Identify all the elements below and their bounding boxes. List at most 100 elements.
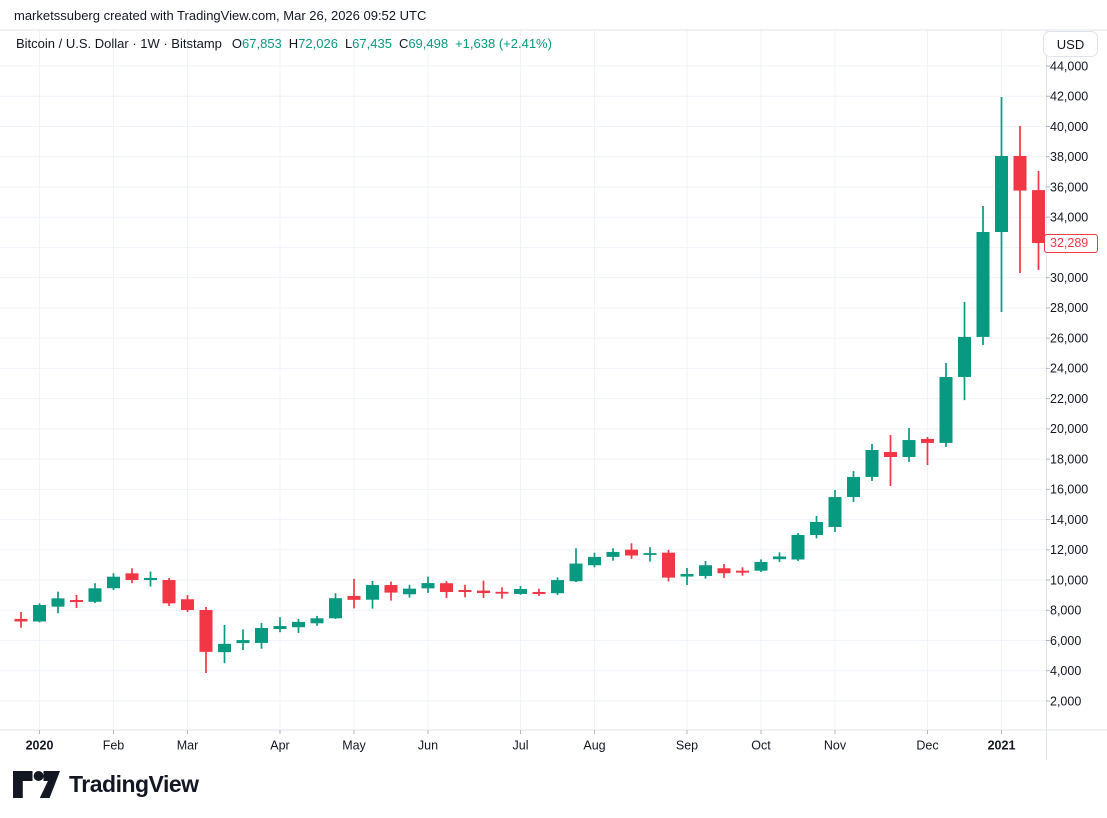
time-axis-label: Dec [916, 739, 938, 753]
brand-name: TradingView [69, 771, 199, 797]
candle-body-up [810, 521, 823, 535]
tradingview-logo-icon [13, 771, 60, 798]
candle-body-up [680, 574, 694, 577]
candle-body-up [773, 556, 786, 560]
price-tick-label: 36,000 [1050, 180, 1088, 194]
candle-body-down [199, 609, 213, 652]
candle-body-up [33, 604, 46, 622]
symbol-title[interactable]: Bitcoin / U.S. Dollar · 1W · Bitstamp [16, 36, 222, 51]
candle-body-up [551, 580, 564, 594]
change-value: +1,638 (+2.41%) [455, 36, 552, 51]
candle-body-up [791, 534, 805, 560]
candle-body-up [144, 577, 157, 581]
candle-body-down [125, 573, 139, 581]
price-tick-label: 40,000 [1050, 120, 1088, 134]
candle-body-down [162, 580, 176, 604]
currency-unit-button[interactable]: USD [1043, 31, 1098, 57]
chart-legend: Bitcoin / U.S. Dollar · 1W · Bitstamp O6… [16, 36, 552, 51]
price-tick-label: 34,000 [1050, 210, 1088, 224]
price-tick-label: 28,000 [1050, 301, 1088, 315]
candle-body-up [976, 232, 990, 337]
candle-body-up [939, 376, 953, 443]
price-tick-label: 42,000 [1050, 90, 1088, 104]
candle-body-up [699, 565, 712, 576]
price-tick-label: 8,000 [1050, 604, 1081, 618]
price-tick-label: 4,000 [1050, 664, 1081, 678]
price-tick-label: 18,000 [1050, 452, 1088, 466]
price-tick-label: 10,000 [1050, 573, 1088, 587]
candle-body-up [902, 440, 916, 457]
candle-body-up [865, 450, 879, 477]
candle-body-up [754, 561, 768, 571]
ohlc-values: O67,853 H72,026 L67,435 C69,498 +1,638 (… [232, 36, 552, 51]
price-tick-label: 38,000 [1050, 150, 1088, 164]
low-value: L67,435 [344, 36, 392, 51]
price-tick-label: 22,000 [1050, 392, 1088, 406]
time-axis-label: Oct [751, 739, 771, 753]
price-tick-label: 16,000 [1050, 483, 1088, 497]
candle-body-up [366, 585, 379, 600]
candle-body-down [532, 591, 546, 594]
time-axis-label: Apr [270, 739, 289, 753]
candle-body-up [847, 476, 860, 498]
price-tick-label: 24,000 [1050, 362, 1088, 376]
candle-body-down [440, 583, 453, 592]
candle-body-up [514, 588, 527, 594]
time-axis-label: 2020 [26, 739, 54, 753]
time-axis-label: Aug [583, 739, 605, 753]
time-axis-label: Sep [676, 739, 698, 753]
candle-body-down [347, 595, 361, 600]
time-axis-label: May [342, 739, 366, 753]
candle-body-down [70, 600, 83, 602]
candle-body-up [273, 626, 287, 630]
price-tick-label: 12,000 [1050, 543, 1088, 557]
candle-body-up [828, 497, 842, 527]
candle-body-down [884, 451, 897, 457]
price-tick-label: 6,000 [1050, 634, 1081, 648]
last-price-label: 32,289 [1044, 233, 1098, 253]
candle-body-down [1032, 190, 1045, 244]
candle-body-up [51, 598, 65, 607]
price-tick-label: 44,000 [1050, 59, 1088, 73]
time-axis-label: Jul [513, 739, 529, 753]
candle-body-down [625, 549, 638, 556]
candle-body-down [495, 591, 509, 594]
attribution-text: marketssuberg created with TradingView.c… [14, 8, 427, 23]
price-tick-label: 2,000 [1050, 694, 1081, 708]
time-axis-label: Feb [103, 739, 125, 753]
candle-body-up [310, 618, 324, 624]
candle-body-down [736, 570, 749, 573]
time-axis-label: 2021 [988, 739, 1016, 753]
high-value: H72,026 [288, 36, 338, 51]
open-value: O67,853 [231, 36, 282, 51]
candle-body-up [255, 627, 268, 643]
close-value: C69,498 [398, 36, 449, 51]
candle-body-down [662, 552, 675, 578]
candle-body-up [995, 155, 1008, 233]
price-tick-label: 14,000 [1050, 513, 1088, 527]
candle-body-down [14, 618, 28, 622]
candle-body-down [921, 438, 934, 443]
time-axis-label: Nov [824, 739, 847, 753]
candle-body-up [329, 598, 342, 619]
candle-body-up [569, 563, 583, 582]
candle-body-up [88, 588, 102, 602]
candle-body-up [403, 588, 416, 595]
candle-body-down [1013, 155, 1027, 191]
candle-body-up [643, 553, 657, 555]
price-tick-label: 20,000 [1050, 422, 1088, 436]
candle-body-up [421, 583, 435, 589]
candle-body-down [717, 568, 731, 574]
candle-body-up [292, 621, 305, 628]
candle-body-up [218, 643, 231, 653]
tradingview-logo[interactable]: TradingView [13, 771, 199, 798]
candle-body-up [107, 576, 120, 589]
candle-body-down [181, 599, 194, 610]
candle-body-down [458, 590, 472, 592]
candle-body-down [477, 590, 490, 594]
time-axis-label: Mar [177, 739, 199, 753]
price-tick-label: 30,000 [1050, 271, 1088, 285]
candle-body-up [588, 556, 601, 566]
